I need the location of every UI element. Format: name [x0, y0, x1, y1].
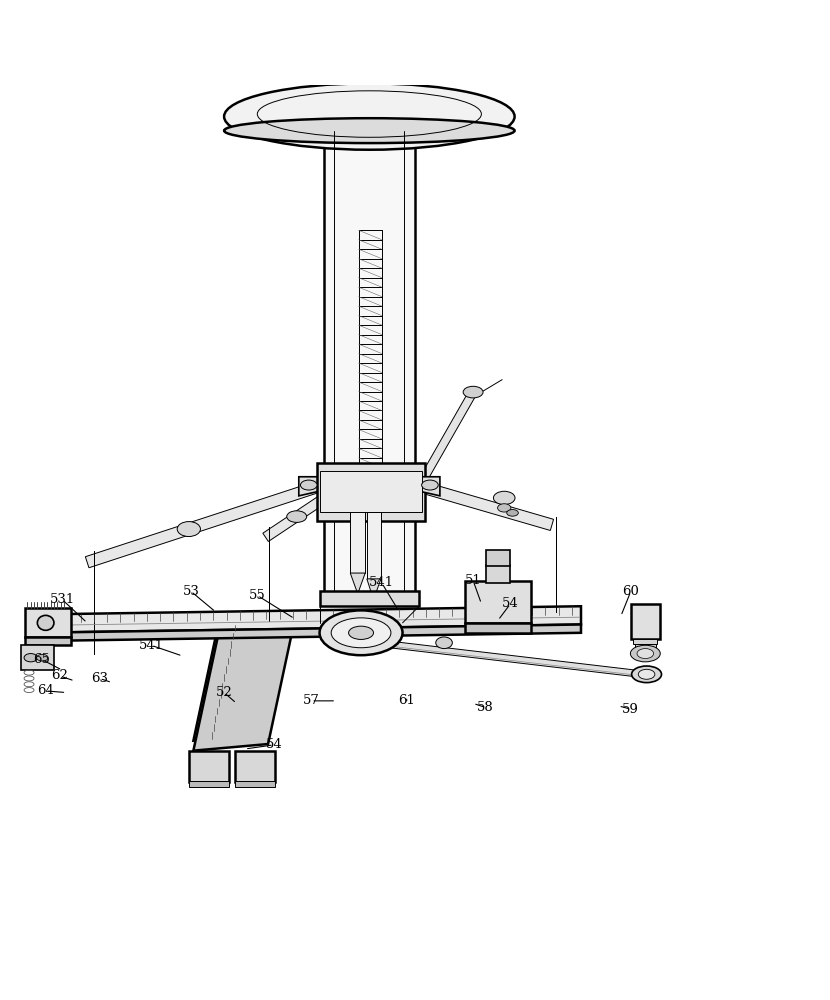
Text: 541: 541 — [139, 639, 164, 652]
Text: 57: 57 — [303, 694, 320, 707]
Ellipse shape — [631, 645, 661, 662]
Polygon shape — [420, 390, 476, 481]
Bar — [635, 644, 656, 649]
Text: 52: 52 — [216, 686, 232, 699]
Text: 541: 541 — [369, 576, 394, 589]
Polygon shape — [85, 482, 317, 568]
Text: 60: 60 — [622, 585, 639, 598]
Ellipse shape — [498, 504, 511, 512]
Bar — [465, 581, 531, 623]
Ellipse shape — [224, 118, 515, 143]
Polygon shape — [33, 606, 581, 633]
Bar — [633, 639, 657, 644]
Text: 51: 51 — [465, 574, 481, 587]
Polygon shape — [33, 624, 581, 641]
Ellipse shape — [493, 491, 515, 505]
Ellipse shape — [632, 666, 662, 683]
Ellipse shape — [300, 480, 317, 490]
Text: 63: 63 — [91, 672, 108, 685]
Ellipse shape — [463, 386, 483, 398]
Bar — [486, 565, 510, 583]
Bar — [324, 131, 415, 600]
Ellipse shape — [506, 510, 518, 516]
Text: 54: 54 — [266, 738, 282, 751]
Ellipse shape — [422, 480, 438, 490]
Polygon shape — [422, 482, 554, 530]
Text: 62: 62 — [51, 669, 68, 682]
Bar — [235, 781, 275, 787]
Bar — [631, 604, 660, 639]
Text: 65: 65 — [33, 653, 50, 666]
Text: 54: 54 — [502, 597, 519, 610]
Bar — [320, 471, 422, 512]
Polygon shape — [193, 618, 293, 741]
Bar — [189, 781, 229, 787]
Bar — [189, 751, 229, 782]
Bar — [350, 508, 365, 573]
Ellipse shape — [37, 654, 48, 661]
Text: 53: 53 — [183, 585, 199, 598]
Bar — [21, 645, 54, 670]
Ellipse shape — [436, 637, 452, 649]
Bar — [317, 463, 425, 521]
Ellipse shape — [224, 83, 515, 150]
Bar — [486, 550, 510, 566]
Ellipse shape — [638, 669, 655, 679]
Ellipse shape — [178, 522, 201, 537]
Ellipse shape — [637, 649, 654, 659]
Bar — [465, 623, 531, 633]
Polygon shape — [367, 579, 381, 600]
Polygon shape — [361, 638, 643, 678]
Polygon shape — [263, 492, 330, 541]
Ellipse shape — [24, 654, 37, 662]
Text: 59: 59 — [622, 703, 639, 716]
Text: 64: 64 — [37, 684, 54, 697]
Text: 61: 61 — [398, 694, 415, 707]
Text: 58: 58 — [477, 701, 494, 714]
Ellipse shape — [287, 511, 307, 522]
Polygon shape — [193, 628, 293, 751]
Polygon shape — [350, 573, 365, 594]
Bar — [25, 637, 71, 645]
Bar — [25, 608, 71, 637]
Polygon shape — [299, 477, 317, 496]
Bar — [235, 751, 275, 782]
Bar — [320, 591, 419, 606]
Text: 531: 531 — [50, 593, 75, 606]
Text: 55: 55 — [249, 589, 266, 602]
Ellipse shape — [37, 615, 54, 630]
Ellipse shape — [320, 610, 403, 655]
Polygon shape — [422, 477, 440, 496]
Bar — [367, 512, 381, 579]
Ellipse shape — [349, 626, 374, 639]
Ellipse shape — [331, 618, 391, 648]
